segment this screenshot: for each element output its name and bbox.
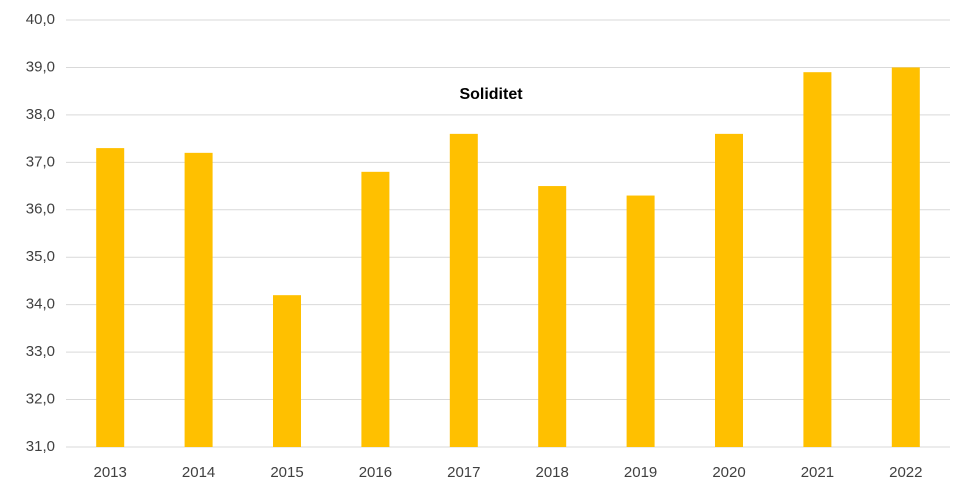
y-tick-label: 31,0 bbox=[26, 438, 55, 455]
chart-title: Soliditet bbox=[459, 86, 523, 103]
bar bbox=[803, 72, 832, 447]
bar bbox=[361, 171, 390, 448]
y-tick-label: 34,0 bbox=[26, 296, 55, 313]
x-tick-label: 2014 bbox=[182, 464, 215, 481]
bar bbox=[184, 152, 213, 447]
bar bbox=[449, 133, 478, 447]
bar bbox=[273, 295, 301, 447]
y-tick-label: 36,0 bbox=[26, 201, 55, 218]
y-tick-label: 37,0 bbox=[26, 153, 55, 170]
y-tick-label: 39,0 bbox=[26, 58, 55, 75]
bar bbox=[626, 195, 655, 447]
y-tick-label: 38,0 bbox=[26, 106, 55, 123]
x-tick-label: 2016 bbox=[359, 464, 392, 481]
bar bbox=[891, 67, 920, 447]
x-tick-label: 2018 bbox=[536, 464, 569, 481]
y-tick-label: 40,0 bbox=[26, 11, 55, 28]
y-tick-label: 33,0 bbox=[26, 343, 55, 360]
x-tick-label: 2013 bbox=[94, 464, 127, 481]
x-tick-label: 2015 bbox=[270, 464, 303, 481]
x-tick-label: 2021 bbox=[801, 464, 834, 481]
y-tick-label: 32,0 bbox=[26, 391, 55, 408]
x-tick-label: 2022 bbox=[889, 464, 922, 481]
x-tick-label: 2019 bbox=[624, 464, 657, 481]
bar bbox=[538, 186, 567, 448]
bar bbox=[715, 133, 743, 447]
bar bbox=[96, 148, 125, 447]
x-tick-label: 2020 bbox=[712, 464, 745, 481]
y-tick-label: 35,0 bbox=[26, 248, 55, 265]
x-tick-label: 2017 bbox=[447, 464, 480, 481]
